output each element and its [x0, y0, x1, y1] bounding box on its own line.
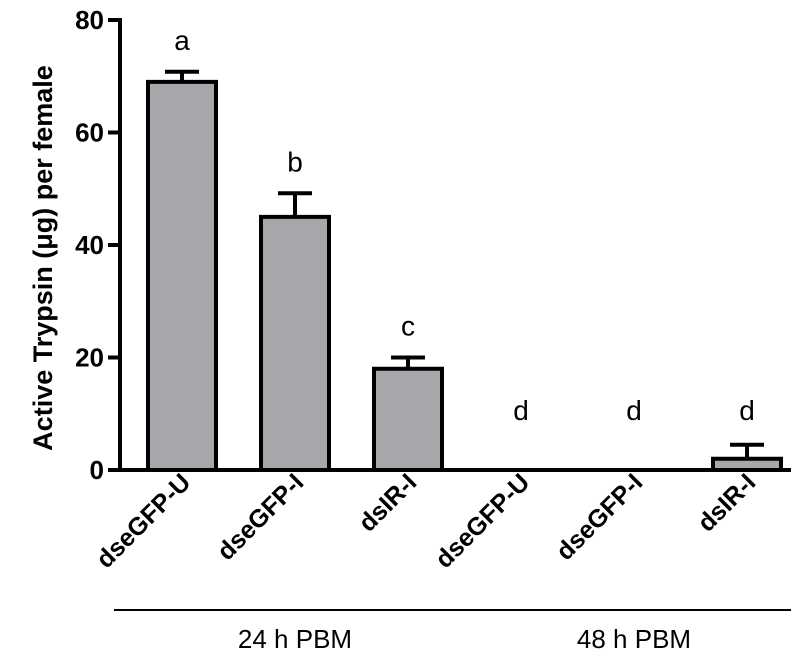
significance-letter: b [287, 146, 303, 177]
bars [146, 69, 783, 472]
x-tick-label: dseGFP-I [551, 468, 648, 565]
group-label: 48 h PBM [577, 624, 691, 654]
x-tick-labels: dseGFP-U dseGFP-I dsIR-I dseGFP-U dseGFP-I ds… [91, 468, 761, 573]
significance-letter: d [739, 395, 755, 426]
y-axis-title-group: Active Trypsin (μg) per female [28, 65, 58, 451]
significance-letter: c [401, 311, 415, 342]
significance-letters: a b c d d d [174, 25, 755, 426]
bar [259, 214, 331, 472]
bar [372, 366, 444, 472]
x-tick-label: dseGFP-U [430, 468, 535, 573]
y-tick-label: 80 [75, 5, 104, 35]
bar [146, 79, 218, 472]
y-axis: 0 20 40 60 80 [75, 5, 122, 485]
y-tick-label: 20 [75, 343, 104, 373]
group-label: 24 h PBM [238, 624, 352, 654]
significance-letter: a [174, 25, 190, 56]
y-tick-label: 40 [75, 230, 104, 260]
y-axis-title: Active Trypsin (μg) per female [28, 65, 58, 451]
significance-letter: d [513, 395, 529, 426]
y-tick-label: 60 [75, 118, 104, 148]
x-tick-label: dsIR-I [353, 468, 422, 537]
group-labels: 24 h PBM 48 h PBM [114, 609, 791, 654]
x-tick-label: dsIR-I [692, 468, 761, 537]
x-tick-label: dseGFP-I [212, 468, 309, 565]
x-tick-label: dseGFP-U [91, 468, 196, 573]
y-tick-label: 0 [90, 455, 104, 485]
significance-letter: d [626, 395, 642, 426]
